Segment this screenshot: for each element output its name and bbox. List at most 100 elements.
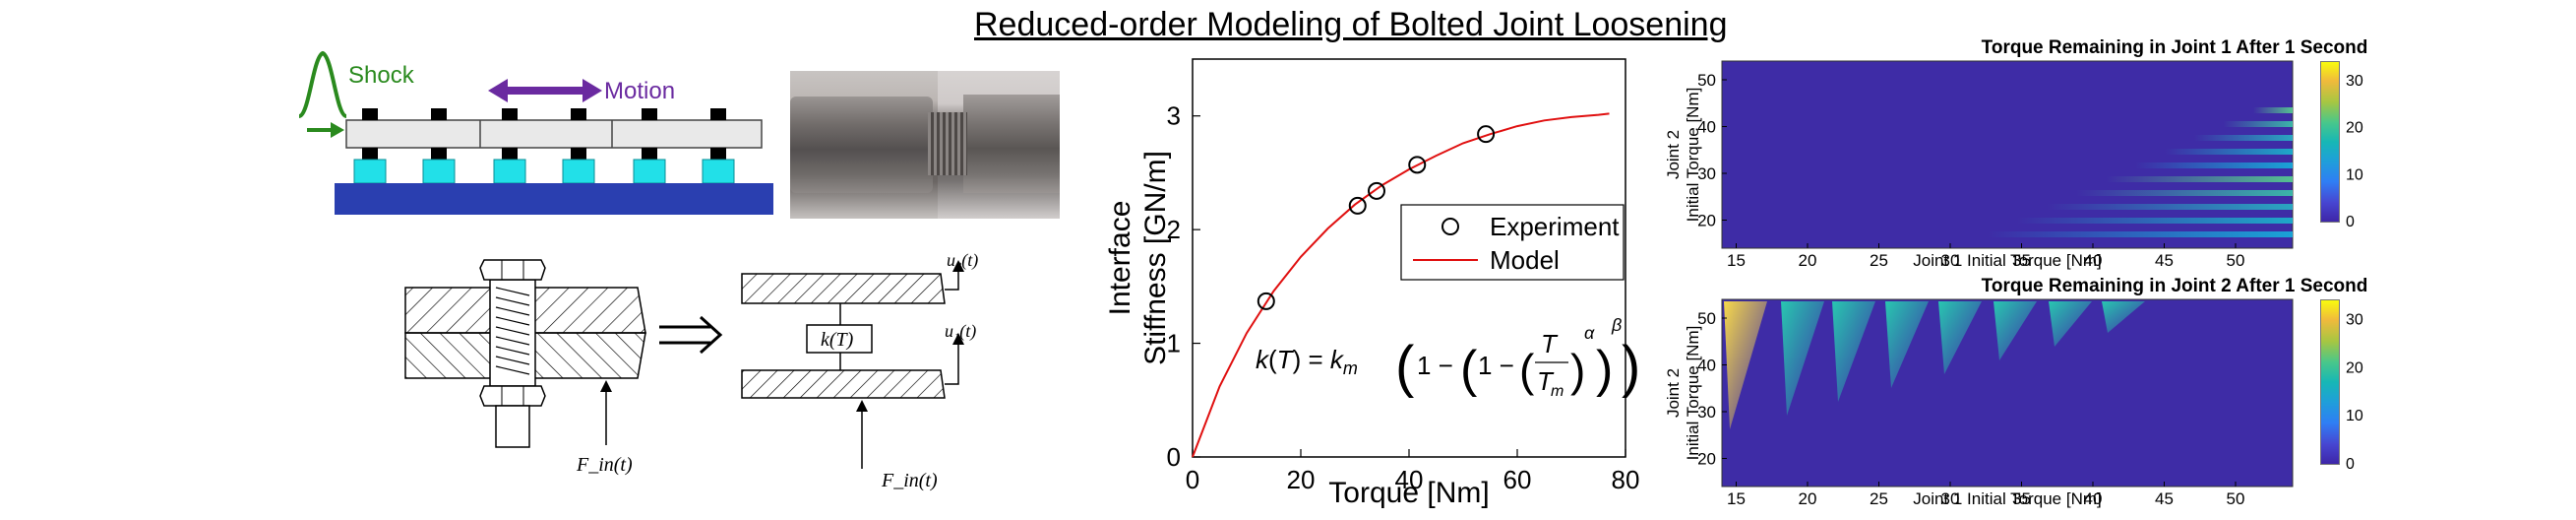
legend: Experiment Model xyxy=(1400,204,1625,281)
experiment-point xyxy=(1368,181,1385,200)
joint-schematic: Shock Motion xyxy=(297,50,773,215)
heatmap1-x-label: Joint 1 Initial Torque [Nm] xyxy=(1913,251,2102,270)
y-tick-label: 2 xyxy=(1167,215,1181,244)
heatmap1-streak xyxy=(2165,149,2293,155)
force-arrow-icon xyxy=(600,380,612,392)
x-tick-label: 45 xyxy=(2155,489,2174,508)
u1-arrow-icon xyxy=(952,333,964,345)
heatmap2-wedge xyxy=(1832,301,1875,402)
y-axis-label-line1: Interface xyxy=(1104,201,1136,316)
lower-plate xyxy=(741,369,946,399)
x-tick-label: 20 xyxy=(1799,251,1817,270)
legend-experiment-label: Experiment xyxy=(1490,212,1620,241)
heatmap1-streak xyxy=(2017,218,2293,224)
colorbar-tick-label: 0 xyxy=(2346,214,2355,230)
svg-text:T: T xyxy=(1537,366,1555,396)
heatmap1-streak xyxy=(2076,190,2293,196)
force-label: F_in(t) xyxy=(576,454,633,476)
implies-symbol xyxy=(659,315,723,355)
heatmap1-streak xyxy=(2224,121,2293,127)
spring-model: k(T) u₂(t) u₁(t) F_in(t) xyxy=(741,250,978,491)
heatmap1-y-label-line1: Joint 2 xyxy=(1664,130,1683,179)
beam xyxy=(345,119,763,149)
heatmap2-wedge xyxy=(2102,301,2145,333)
heatmap1-streak xyxy=(2135,162,2293,168)
experiment-point xyxy=(1477,125,1496,144)
heatmap2-wedge xyxy=(2049,301,2092,347)
x-tick-label: 40 xyxy=(1395,465,1424,494)
y-tick-label: 40 xyxy=(1697,357,1716,375)
x-axis-label: Torque [Nm] xyxy=(1328,477,1489,509)
x-tick-label: 20 xyxy=(1799,489,1817,508)
x-tick-label: 45 xyxy=(2155,251,2174,270)
svg-text:(: ( xyxy=(1460,341,1478,398)
stiffness-chart: 0 20 40 60 80 0 1 2 3 Torque [Nm] Interface Stif… xyxy=(1104,58,1640,509)
u2-arrow-icon xyxy=(952,260,964,272)
motion-arrow-icon xyxy=(488,79,602,102)
heatmap2-wedge xyxy=(1724,301,1767,429)
experiment-point xyxy=(1257,292,1275,310)
legend-model-label: Model xyxy=(1490,245,1560,275)
heatmap2-wedge xyxy=(1885,301,1929,388)
heatmap2-y-label-line2: Initial Torque [Nm] xyxy=(1684,326,1702,461)
heatmap1-y-label-line2: Initial Torque [Nm] xyxy=(1684,88,1702,223)
svg-text:1 −: 1 − xyxy=(1417,351,1453,380)
y-tick-label: 20 xyxy=(1697,212,1716,230)
heatmap1-streak xyxy=(2194,135,2293,141)
heatmap-joint2: Torque Remaining in Joint 2 After 1 Seco… xyxy=(1664,276,2368,508)
x-tick-label: 25 xyxy=(1870,489,1888,508)
x-tick-label: 15 xyxy=(1727,251,1746,270)
svg-text:k(T) = km: k(T) = km xyxy=(1256,345,1358,378)
heatmap2-wedge xyxy=(1781,301,1824,416)
heatmap2-wedge xyxy=(1938,301,1982,374)
x-tick-label: 80 xyxy=(1612,465,1640,494)
x-tick-label: 50 xyxy=(2227,251,2245,270)
svg-text:): ) xyxy=(1596,341,1613,398)
heatmap2-wedge xyxy=(1993,301,2037,360)
shock-pulse-icon xyxy=(297,50,348,118)
svg-text:α: α xyxy=(1584,323,1595,343)
shock-label: Shock xyxy=(348,62,415,89)
y-tick-label: 20 xyxy=(1697,450,1716,469)
heatmap1-title: Torque Remaining in Joint 1 After 1 Seco… xyxy=(1982,37,2368,58)
experiment-point xyxy=(1408,156,1427,174)
u1-label: u₁(t) xyxy=(945,321,976,342)
u2-label: u₂(t) xyxy=(947,250,978,271)
heatmap1-colorbar xyxy=(2320,61,2340,223)
heatmap1-streak xyxy=(2106,176,2293,182)
x-tick-label: 30 xyxy=(1941,251,1960,270)
heatmap2-y-label-line1: Joint 2 xyxy=(1664,368,1683,418)
x-tick-label: 60 xyxy=(1503,465,1532,494)
x-tick-label: 40 xyxy=(2084,251,2103,270)
svg-text:β: β xyxy=(1611,315,1622,335)
colorbar-tick-label: 0 xyxy=(2346,456,2355,473)
y-tick-label: 1 xyxy=(1167,329,1181,358)
y-axis-label-line2: Stiffness [GN/m] xyxy=(1139,151,1172,365)
base-plate xyxy=(335,183,773,215)
page-title: Reduced-order Modeling of Bolted Joint L… xyxy=(974,6,1728,43)
svg-text:1 −: 1 − xyxy=(1478,351,1514,380)
y-tick-label: 30 xyxy=(1697,164,1716,183)
heatmap2-title: Torque Remaining in Joint 2 After 1 Seco… xyxy=(1982,276,2368,296)
stiffness-label: k(T) xyxy=(821,329,854,351)
svg-text:): ) xyxy=(1570,345,1585,396)
x-tick-label: 35 xyxy=(2012,489,2031,508)
spacers xyxy=(353,159,735,184)
bolt-nut xyxy=(479,385,546,407)
experiment-point xyxy=(1348,196,1367,215)
colorbar-tick-label: 20 xyxy=(2346,120,2363,137)
upper-plate xyxy=(741,273,946,304)
bolt-head xyxy=(479,259,546,281)
y-tick-label: 50 xyxy=(1697,71,1716,90)
legend-experiment-marker xyxy=(1441,218,1459,235)
model-equation: k(T) = km ( 1 − ( 1 − ( T Tm ) α ) β ) xyxy=(1256,315,1640,400)
bolt-cross-section: F_in(t) xyxy=(404,259,646,476)
x-tick-label: 0 xyxy=(1186,465,1199,494)
heatmap2-x-label: Joint 1 Initial Torque [Nm] xyxy=(1913,489,2102,508)
x-tick-label: 25 xyxy=(1870,251,1888,270)
colorbar-tick-label: 30 xyxy=(2346,73,2363,90)
x-tick-label: 30 xyxy=(1941,489,1960,508)
motion-label: Motion xyxy=(604,78,675,104)
heatmap2-colorbar xyxy=(2320,299,2340,465)
